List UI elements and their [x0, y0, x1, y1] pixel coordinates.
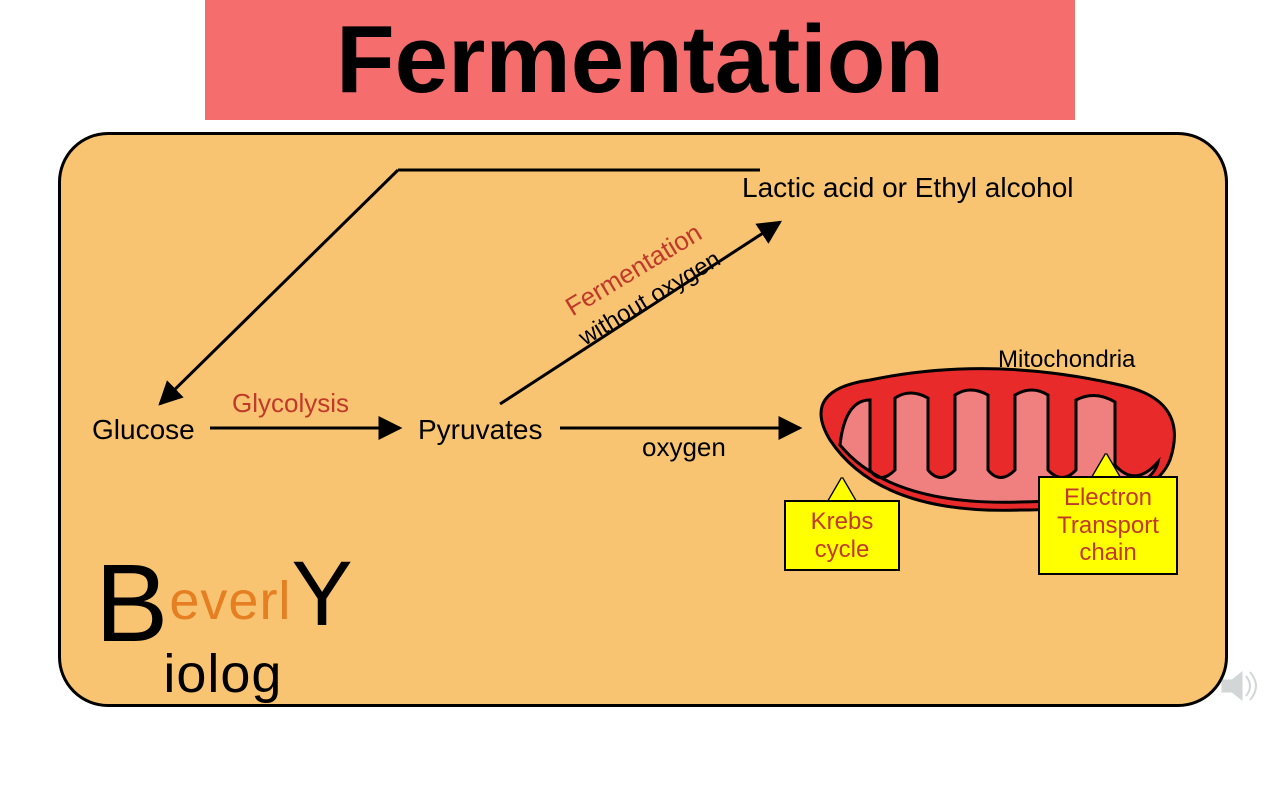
brand-logo: BeverlY Biolog [95, 540, 354, 794]
title-bar: Fermentation [205, 0, 1075, 120]
callout-tail-krebs [828, 478, 856, 502]
logo-big-b: B [95, 542, 169, 665]
node-product: Lactic acid or Ethyl alcohol [742, 172, 1074, 204]
callout-etc-line3: chain [1044, 539, 1172, 567]
label-oxygen: oxygen [642, 432, 726, 463]
label-glycolysis: Glycolysis [232, 388, 349, 419]
logo-big-y: Y [291, 543, 353, 645]
node-pyruvates: Pyruvates [418, 414, 543, 446]
logo-bottom-word: iolog [163, 644, 282, 704]
callout-etc-line2: Transport [1044, 512, 1172, 540]
callout-krebs-line1: Krebs [790, 508, 894, 536]
callout-etc-line1: Electron [1044, 484, 1172, 512]
speaker-icon [1218, 666, 1262, 706]
node-glucose: Glucose [92, 414, 195, 446]
node-mitochondria-label: Mitochondria [998, 346, 1135, 374]
callout-krebs: Krebs cycle [784, 500, 900, 571]
callout-tail-etc [1092, 454, 1120, 478]
callout-etc: Electron Transport chain [1038, 476, 1178, 575]
callout-krebs-line2: cycle [790, 536, 894, 564]
page-title: Fermentation [336, 5, 944, 115]
logo-top-word: everl [169, 571, 291, 631]
